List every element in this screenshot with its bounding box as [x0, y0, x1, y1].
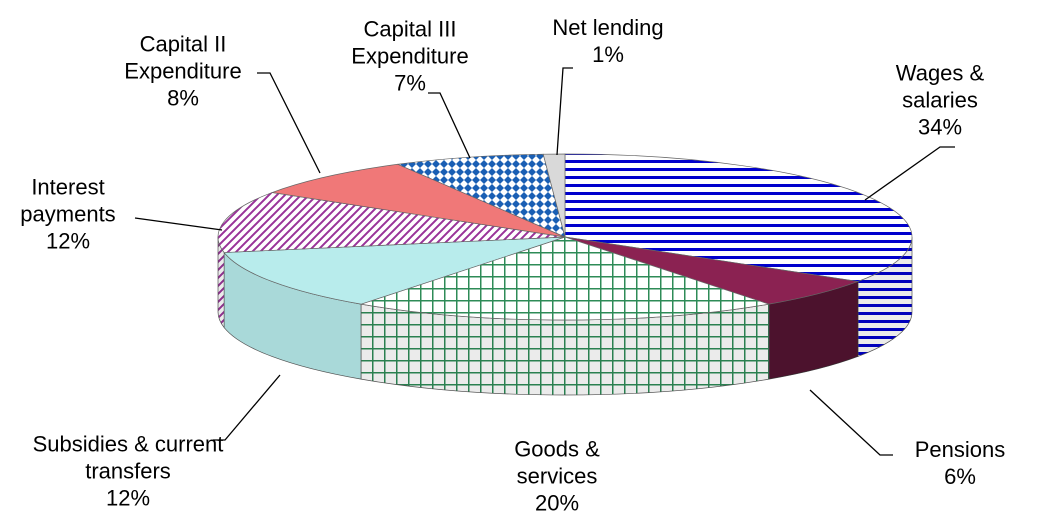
slice-label: Wages & salaries 34% — [875, 60, 1005, 141]
slice-side-shade — [224, 252, 362, 380]
value-label: 6% — [944, 464, 976, 489]
category-name: Capital II Expenditure — [124, 31, 242, 84]
category-name: Net lending — [552, 15, 664, 40]
slice-side-shade — [768, 281, 858, 380]
slice-side-shade — [361, 304, 769, 395]
leader-line — [556, 67, 573, 156]
value-label: 12% — [105, 485, 151, 511]
category-name: Pensions — [914, 437, 1006, 462]
slice — [564, 236, 860, 305]
value-label: 20% — [534, 490, 580, 516]
value-label: 8% — [167, 85, 199, 111]
slice — [270, 163, 566, 238]
category-name: Subsidies & current transfers — [32, 431, 224, 484]
value-label: 7% — [394, 70, 426, 96]
slice — [217, 192, 566, 253]
slice-side-shade — [218, 237, 225, 328]
slice-label: Capital III Expenditure 7% — [330, 16, 490, 97]
leader-line — [213, 374, 281, 441]
value-label: 1% — [592, 42, 624, 67]
slice-label: Net lending 1% — [508, 14, 708, 68]
leader-line — [257, 72, 321, 174]
slice-label: Goods & services 20% — [502, 436, 612, 517]
category-name: Interest payments — [20, 174, 116, 227]
slice-label: Interest payments 12% — [0, 174, 138, 255]
category-name: Goods & services — [514, 436, 600, 489]
slice-label: Subsidies & current transfers 12% — [18, 431, 238, 512]
category-name: Capital III Expenditure — [351, 16, 469, 69]
slice — [223, 236, 566, 305]
leader-line — [134, 217, 223, 231]
slice-side-shade — [857, 237, 912, 357]
value-label: 34% — [917, 114, 963, 140]
leader-line — [428, 92, 471, 159]
leader-line — [809, 389, 893, 456]
category-name: Wages & salaries — [895, 60, 985, 113]
leader-line — [864, 146, 955, 201]
slice — [396, 153, 566, 238]
slice-label: Capital II Expenditure 8% — [108, 31, 258, 112]
value-label: 12% — [45, 228, 91, 254]
slice-label: Pensions 6% — [860, 436, 1044, 490]
slice — [360, 236, 770, 321]
slice — [542, 153, 566, 238]
